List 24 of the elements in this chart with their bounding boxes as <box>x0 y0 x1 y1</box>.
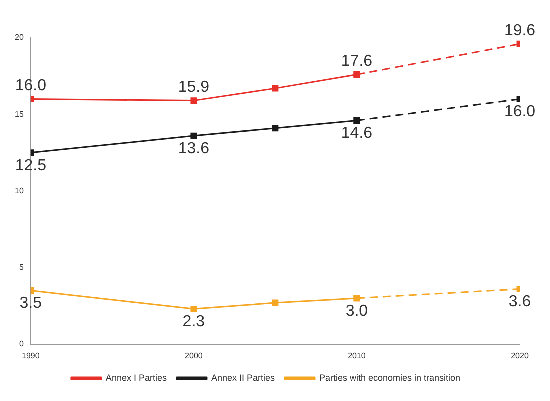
y-tick-label: 15 <box>14 110 24 119</box>
y-tick-label: 0 <box>19 340 24 349</box>
x-tick-label: 2000 <box>185 351 204 360</box>
data-label: 12.5 <box>15 157 47 174</box>
x-tick-label: 2020 <box>511 351 530 360</box>
legend-label: Annex I Parties <box>106 372 168 383</box>
data-label: 3.6 <box>508 294 532 311</box>
data-label: 15.9 <box>178 79 210 96</box>
data-label: 19.6 <box>504 22 536 40</box>
data-label: 16.0 <box>504 104 536 121</box>
legend-label: Parties with economies in transition <box>320 372 461 383</box>
data-label: 17.6 <box>341 53 373 70</box>
y-tick-label: 20 <box>14 33 24 42</box>
legend-label: Annex II Parties <box>211 372 276 383</box>
data-label: 16.0 <box>15 78 47 95</box>
data-label: 2.3 <box>182 314 206 331</box>
data-label: 3.0 <box>346 302 368 320</box>
data-label: 14.6 <box>341 125 373 142</box>
x-tick-label: 2010 <box>348 351 366 360</box>
x-tick-label: 1990 <box>22 351 40 360</box>
y-tick-label: 10 <box>14 186 24 196</box>
y-tick-label: 5 <box>19 263 24 272</box>
data-label: 13.6 <box>178 140 210 158</box>
data-label: 3.5 <box>20 295 42 312</box>
